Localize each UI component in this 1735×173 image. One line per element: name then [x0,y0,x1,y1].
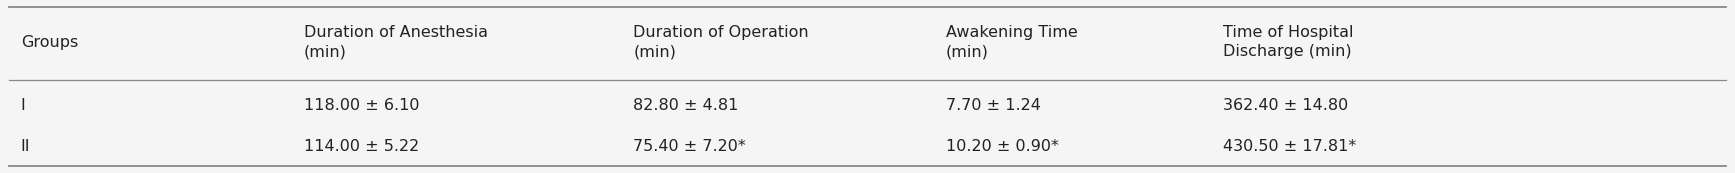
Text: 118.00 ± 6.10: 118.00 ± 6.10 [304,98,420,113]
Text: Groups: Groups [21,35,78,50]
Text: I: I [21,98,26,113]
Text: 114.00 ± 5.22: 114.00 ± 5.22 [304,139,418,154]
Text: 7.70 ± 1.24: 7.70 ± 1.24 [946,98,1041,113]
Text: 82.80 ± 4.81: 82.80 ± 4.81 [633,98,739,113]
Text: 75.40 ± 7.20*: 75.40 ± 7.20* [633,139,746,154]
Text: 430.50 ± 17.81*: 430.50 ± 17.81* [1223,139,1357,154]
Text: Awakening Time
(min): Awakening Time (min) [946,25,1077,60]
Text: Time of Hospital
Discharge (min): Time of Hospital Discharge (min) [1223,25,1353,60]
Text: Duration of Operation
(min): Duration of Operation (min) [633,25,809,60]
Text: Duration of Anesthesia
(min): Duration of Anesthesia (min) [304,25,488,60]
Text: II: II [21,139,29,154]
Text: 10.20 ± 0.90*: 10.20 ± 0.90* [946,139,1058,154]
Text: 362.40 ± 14.80: 362.40 ± 14.80 [1223,98,1348,113]
